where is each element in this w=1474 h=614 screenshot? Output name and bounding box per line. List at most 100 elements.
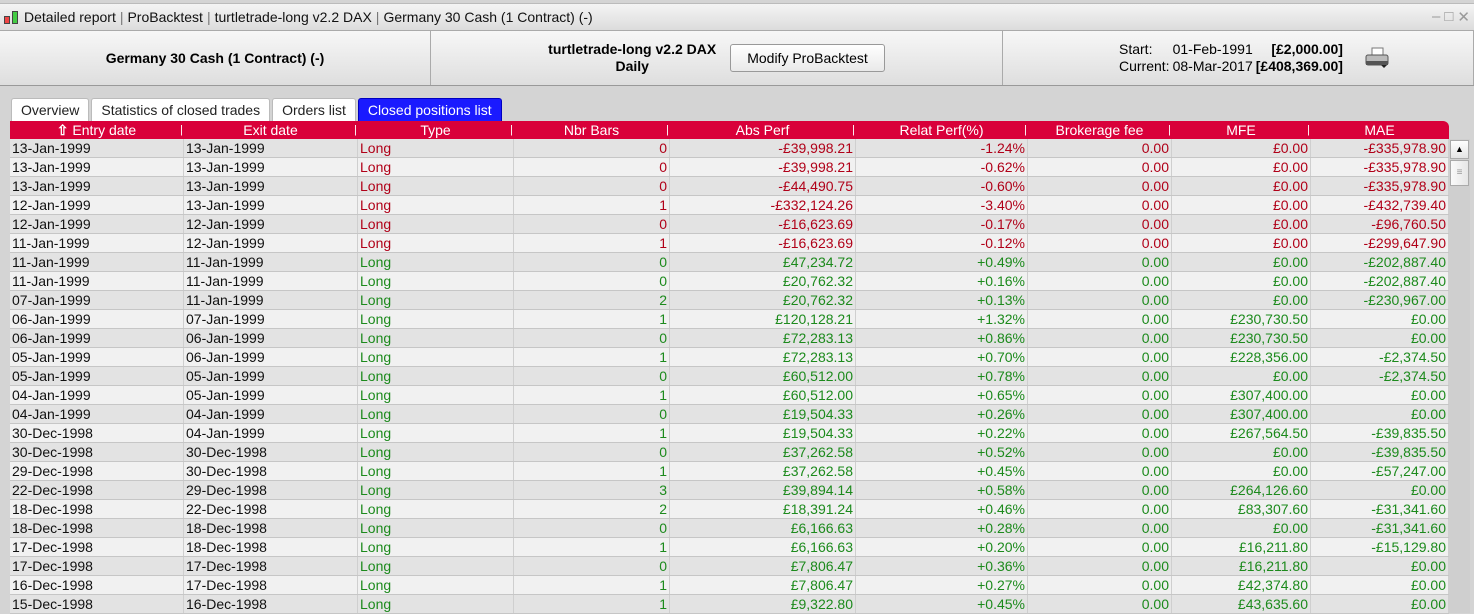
cell-exit-date: 11-Jan-1999 <box>184 272 358 290</box>
capital-panel: Start: 01-Feb-1991 [£2,000.00] Current: 08-… <box>1003 31 1474 85</box>
cell-type: Long <box>358 481 514 499</box>
close-icon[interactable]: ✕ <box>1457 9 1470 26</box>
table-row[interactable]: 11-Jan-1999 11-Jan-1999 Long 0 £47,234.72 +0.… <box>10 253 1449 272</box>
table-row[interactable]: 06-Jan-1999 06-Jan-1999 Long 0 £72,283.13 +0.… <box>10 329 1449 348</box>
column-header-relat-perf[interactable]: Relat Perf(%) <box>856 121 1028 139</box>
cell-nbr-bars: 0 <box>514 519 670 537</box>
cell-nbr-bars: 1 <box>514 576 670 594</box>
table-row[interactable]: 15-Dec-1998 16-Dec-1998 Long 1 £9,322.80 +0.4… <box>10 595 1449 614</box>
cell-type: Long <box>358 234 514 252</box>
table-row[interactable]: 30-Dec-1998 30-Dec-1998 Long 0 £37,262.58 +0.… <box>10 443 1449 462</box>
cell-entry-date: 04-Jan-1999 <box>10 405 184 423</box>
cell-brokerage-fee: 0.00 <box>1028 234 1172 252</box>
cell-abs-perf: -£44,490.75 <box>670 177 856 195</box>
cell-entry-date: 11-Jan-1999 <box>10 234 184 252</box>
report-header: Germany 30 Cash (1 Contract) (-) turtlet… <box>0 30 1474 86</box>
cell-brokerage-fee: 0.00 <box>1028 405 1172 423</box>
column-header-mae[interactable]: MAE <box>1311 121 1449 139</box>
column-header-exit-date[interactable]: Exit date <box>184 121 358 139</box>
table-row[interactable]: 07-Jan-1999 11-Jan-1999 Long 2 £20,762.32 +0.… <box>10 291 1449 310</box>
cell-exit-date: 18-Dec-1998 <box>184 538 358 556</box>
scroll-thumb[interactable]: ≡ <box>1450 160 1469 186</box>
table-row[interactable]: 04-Jan-1999 05-Jan-1999 Long 1 £60,512.00 +0.… <box>10 386 1449 405</box>
table-row[interactable]: 13-Jan-1999 13-Jan-1999 Long 0 -£39,998.21 -0… <box>10 158 1449 177</box>
cell-relat-perf: -0.62% <box>856 158 1028 176</box>
cell-entry-date: 11-Jan-1999 <box>10 272 184 290</box>
cell-mae: £0.00 <box>1311 386 1449 404</box>
cell-nbr-bars: 0 <box>514 443 670 461</box>
table-row[interactable]: 05-Jan-1999 05-Jan-1999 Long 0 £60,512.00 +0.… <box>10 367 1449 386</box>
table-row[interactable]: 11-Jan-1999 11-Jan-1999 Long 0 £20,762.32 +0.… <box>10 272 1449 291</box>
cell-relat-perf: +0.45% <box>856 595 1028 613</box>
table-row[interactable]: 12-Jan-1999 12-Jan-1999 Long 0 -£16,623.69 -0… <box>10 215 1449 234</box>
tab-statistics-closed-trades[interactable]: Statistics of closed trades <box>91 98 271 121</box>
printer-icon[interactable] <box>1364 47 1390 69</box>
cell-mfe: £0.00 <box>1172 234 1311 252</box>
cell-nbr-bars: 1 <box>514 462 670 480</box>
minimize-icon[interactable]: – <box>1432 8 1441 25</box>
cell-nbr-bars: 1 <box>514 424 670 442</box>
cell-mae: £0.00 <box>1311 329 1449 347</box>
column-header-brokerage-fee[interactable]: Brokerage fee <box>1028 121 1172 139</box>
table-row[interactable]: 04-Jan-1999 04-Jan-1999 Long 0 £19,504.33 +0.… <box>10 405 1449 424</box>
table-row[interactable]: 11-Jan-1999 12-Jan-1999 Long 1 -£16,623.69 -0… <box>10 234 1449 253</box>
table-row[interactable]: 12-Jan-1999 13-Jan-1999 Long 1 -£332,124.26-… <box>10 196 1449 215</box>
cell-nbr-bars: 0 <box>514 272 670 290</box>
cell-mae: -£230,967.00 <box>1311 291 1449 309</box>
cell-mfe: £0.00 <box>1172 443 1311 461</box>
cell-type: Long <box>358 500 514 518</box>
column-label: Brokerage fee <box>1055 122 1144 138</box>
cell-nbr-bars: 1 <box>514 196 670 214</box>
cell-exit-date: 11-Jan-1999 <box>184 291 358 309</box>
column-header-abs-perf[interactable]: Abs Perf <box>670 121 856 139</box>
tab-orders-list[interactable]: Orders list <box>272 98 356 121</box>
table-row[interactable]: 16-Dec-1998 17-Dec-1998 Long 1 £7,806.47 +0.2… <box>10 576 1449 595</box>
cell-relat-perf: +0.49% <box>856 253 1028 271</box>
cell-abs-perf: £9,322.80 <box>670 595 856 613</box>
cell-exit-date: 22-Dec-1998 <box>184 500 358 518</box>
title-part: Detailed report <box>24 9 116 25</box>
table-row[interactable]: 18-Dec-1998 18-Dec-1998 Long 0 £6,166.63 +0.2… <box>10 519 1449 538</box>
table-row[interactable]: 05-Jan-1999 06-Jan-1999 Long 1 £72,283.13 +0.… <box>10 348 1449 367</box>
cell-entry-date: 16-Dec-1998 <box>10 576 184 594</box>
tab-overview[interactable]: Overview <box>11 98 90 121</box>
column-header-type[interactable]: Type <box>358 121 514 139</box>
cell-exit-date: 04-Jan-1999 <box>184 424 358 442</box>
table-row[interactable]: 17-Dec-1998 18-Dec-1998 Long 1 £6,166.63 +0.2… <box>10 538 1449 557</box>
cell-abs-perf: £37,262.58 <box>670 462 856 480</box>
cell-mfe: £228,356.00 <box>1172 348 1311 366</box>
table-row[interactable]: 29-Dec-1998 30-Dec-1998 Long 1 £37,262.58 +0.… <box>10 462 1449 481</box>
cell-brokerage-fee: 0.00 <box>1028 177 1172 195</box>
cell-mfe: £0.00 <box>1172 519 1311 537</box>
column-header-nbr-bars[interactable]: Nbr Bars <box>514 121 670 139</box>
cell-entry-date: 13-Jan-1999 <box>10 177 184 195</box>
cell-type: Long <box>358 443 514 461</box>
table-row[interactable]: 06-Jan-1999 07-Jan-1999 Long 1 £120,128.21 +1… <box>10 310 1449 329</box>
table-row[interactable]: 17-Dec-1998 17-Dec-1998 Long 0 £7,806.47 +0.3… <box>10 557 1449 576</box>
table-row[interactable]: 13-Jan-1999 13-Jan-1999 Long 0 -£39,998.21 -1… <box>10 139 1449 158</box>
cell-mae: -£39,835.50 <box>1311 443 1449 461</box>
table-row[interactable]: 13-Jan-1999 13-Jan-1999 Long 0 -£44,490.75 -0… <box>10 177 1449 196</box>
cell-entry-date: 17-Dec-1998 <box>10 538 184 556</box>
cell-entry-date: 13-Jan-1999 <box>10 139 184 157</box>
cell-abs-perf: £120,128.21 <box>670 310 856 328</box>
maximize-icon[interactable]: □ <box>1444 8 1454 25</box>
table-row[interactable]: 30-Dec-1998 04-Jan-1999 Long 1 £19,504.33 +0.… <box>10 424 1449 443</box>
cell-mae: £0.00 <box>1311 576 1449 594</box>
table-row[interactable]: 18-Dec-1998 22-Dec-1998 Long 2 £18,391.24 +0.… <box>10 500 1449 519</box>
cell-type: Long <box>358 519 514 537</box>
modify-probacktest-button[interactable]: Modify ProBacktest <box>730 44 885 72</box>
table-row[interactable]: 22-Dec-1998 29-Dec-1998 Long 3 £39,894.14 +0.… <box>10 481 1449 500</box>
cell-type: Long <box>358 177 514 195</box>
column-header-entry-date[interactable]: ⇧ Entry date <box>10 121 184 139</box>
scroll-up-arrow-icon[interactable]: ▲ <box>1450 140 1469 159</box>
vertical-scrollbar[interactable]: ▲ ≡ <box>1449 139 1470 613</box>
cell-nbr-bars: 1 <box>514 386 670 404</box>
cell-entry-date: 18-Dec-1998 <box>10 519 184 537</box>
cell-brokerage-fee: 0.00 <box>1028 519 1172 537</box>
cell-entry-date: 12-Jan-1999 <box>10 196 184 214</box>
start-value: [£2,000.00] <box>1271 41 1343 57</box>
tab-closed-positions-list[interactable]: Closed positions list <box>357 98 502 121</box>
column-header-mfe[interactable]: MFE <box>1172 121 1311 139</box>
cell-exit-date: 12-Jan-1999 <box>184 234 358 252</box>
